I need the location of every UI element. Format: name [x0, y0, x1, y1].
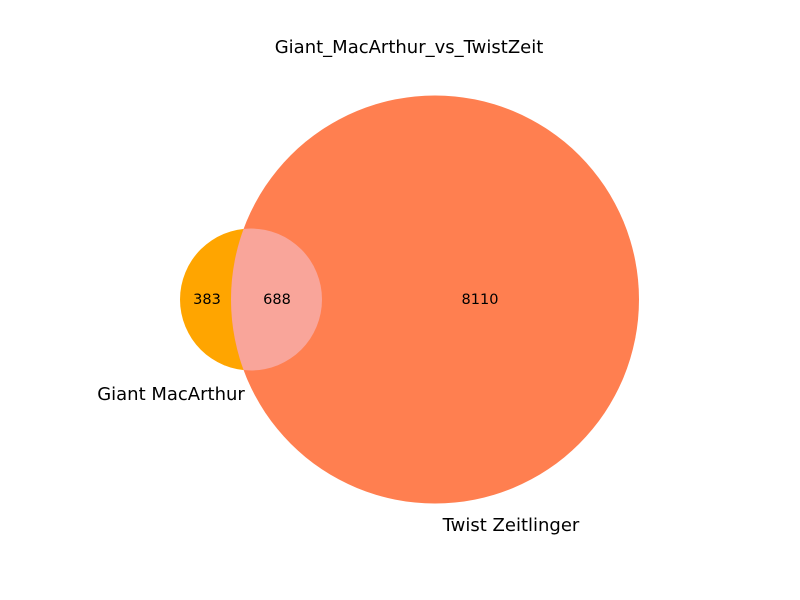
set-b-label: Twist Zeitlinger	[442, 515, 580, 536]
set-a-label: Giant MacArthur	[97, 384, 245, 405]
set-b-circle	[231, 95, 639, 504]
count-intersection: 688	[263, 292, 291, 308]
count-only-b: 8110	[462, 292, 499, 308]
diagram-title: Giant_MacArthur_vs_TwistZeit	[275, 37, 544, 58]
count-only-a: 383	[193, 292, 221, 308]
